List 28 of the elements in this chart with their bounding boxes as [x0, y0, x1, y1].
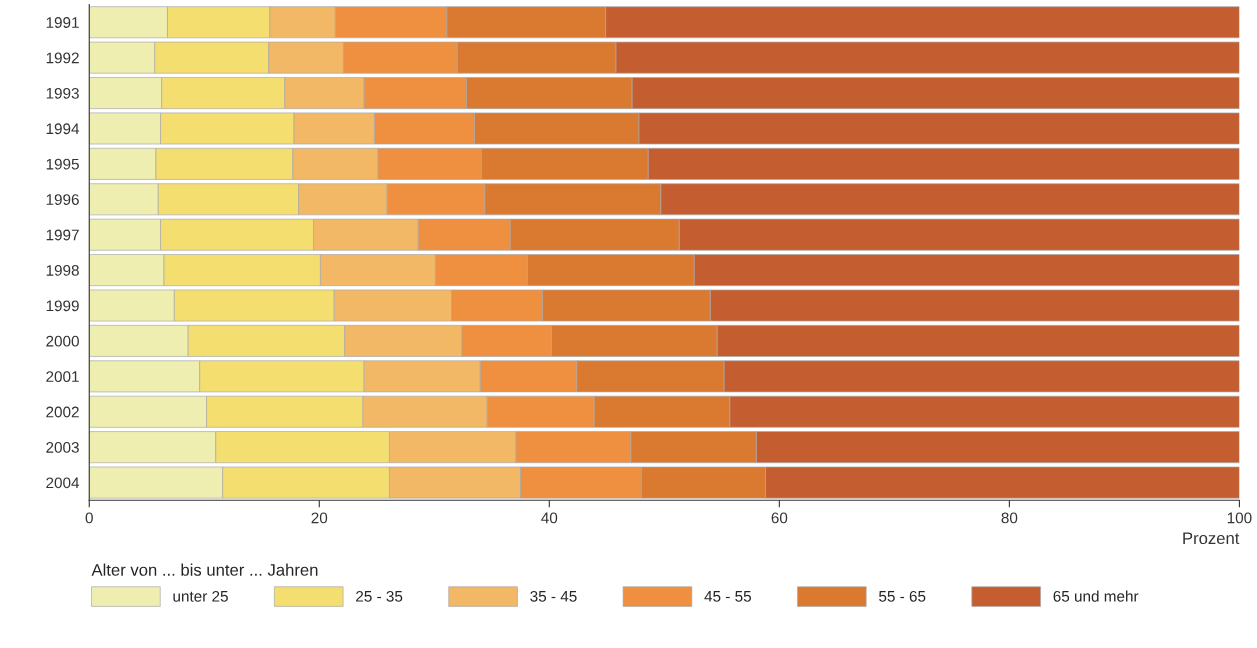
- y-tick-label: 2003: [46, 442, 79, 453]
- legend-label: unter 25: [173, 590, 228, 602]
- y-tick-label: 1993: [46, 87, 79, 99]
- y-tick-label: 1997: [46, 229, 79, 241]
- x-tick-label: 60: [771, 512, 788, 524]
- y-tick-label: 1995: [46, 158, 79, 170]
- x-axis-title: Prozent: [1183, 532, 1240, 545]
- legend-label: 25 - 35: [356, 590, 403, 602]
- legend-label: 65 und mehr: [1053, 590, 1139, 602]
- y-tick-label: 1992: [46, 52, 79, 64]
- x-tick-label: 40: [541, 512, 558, 524]
- y-tick-label: 1996: [46, 194, 79, 205]
- y-tick-label: 1999: [46, 300, 79, 312]
- y-tick-label: 1994: [46, 123, 80, 135]
- y-tick-label: 2004: [46, 477, 80, 489]
- y-tick-label: 2001: [46, 371, 79, 383]
- x-tick-label: 100: [1227, 512, 1252, 524]
- y-tick-label: 2000: [46, 335, 79, 347]
- y-tick-label: 2002: [46, 406, 79, 418]
- legend-label: 45 - 55: [704, 591, 751, 602]
- legend-label: 35 - 45: [530, 590, 577, 602]
- x-tick-label: 20: [311, 512, 328, 524]
- legend-label: 55 - 65: [879, 590, 926, 602]
- y-tick-label: 1998: [46, 264, 79, 276]
- x-tick-label: 80: [1001, 512, 1018, 524]
- x-tick-label: 0: [85, 512, 93, 524]
- y-tick-label: 1991: [46, 17, 79, 28]
- legend-title: Alter von ... bis unter ... Jahren: [91, 563, 318, 576]
